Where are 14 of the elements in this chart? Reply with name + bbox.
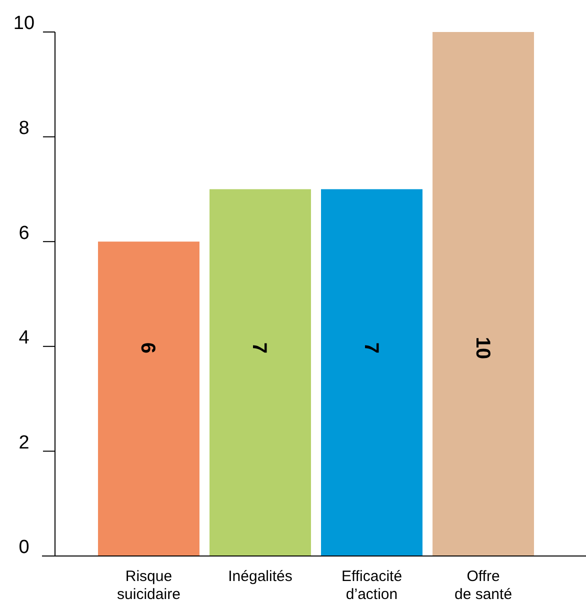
- y-tick-label: 10: [13, 13, 35, 34]
- y-tick-label: 8: [18, 118, 30, 139]
- data-label: 10: [471, 336, 494, 360]
- y-tick-label: 4: [18, 328, 30, 349]
- data-label: 7: [360, 342, 382, 354]
- y-tick-label: 6: [18, 222, 30, 244]
- x-tick-label: Efficacité d’action: [341, 568, 402, 603]
- data-label: 6: [136, 342, 159, 354]
- data-label: 7: [248, 342, 270, 354]
- y-tick-label: 2: [18, 432, 30, 454]
- y-tick-label: 0: [18, 537, 30, 558]
- x-tick-label: Offre de santé: [454, 568, 512, 603]
- x-tick-label: Inégalités: [228, 568, 292, 585]
- x-tick-label: Risque suicidaire: [117, 568, 180, 603]
